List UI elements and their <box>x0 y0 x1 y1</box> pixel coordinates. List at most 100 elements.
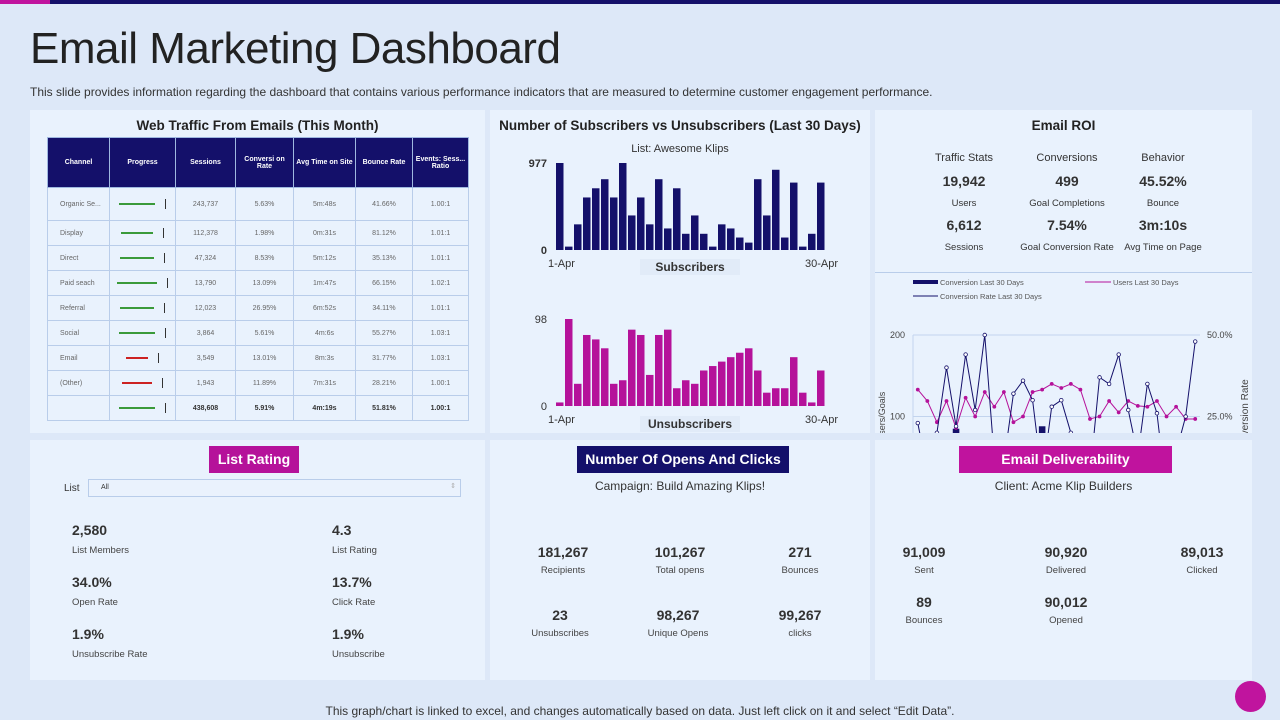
bar <box>709 366 717 406</box>
stat-value: 13.7% <box>332 574 372 590</box>
conversion-rate-point <box>1193 339 1198 344</box>
stat-item: 4.3 List Rating <box>332 522 492 556</box>
progress-bar <box>121 232 153 234</box>
progress-target-marker <box>157 353 159 363</box>
stat-value: 271 <box>788 544 812 560</box>
bar <box>763 392 771 406</box>
table-row: Direct 47,324 8.53% 5m:12s 35.13% 1.01:1 <box>47 245 469 271</box>
sessions-cell: 112,378 <box>175 220 236 246</box>
progress-bar <box>121 382 153 384</box>
y-tick: 200 <box>890 330 905 340</box>
bar <box>673 388 681 406</box>
stat-label: List Rating <box>332 545 377 556</box>
ratio-cell: 1.00:1 <box>412 395 469 421</box>
stat-value: 89,013 <box>1180 544 1224 560</box>
roi-v2: 6,612 <box>946 217 982 233</box>
roi-title: Email ROI <box>1031 118 1096 133</box>
stat-value: 98,267 <box>656 607 700 623</box>
progress-bar <box>119 332 155 334</box>
chart-title-bg <box>640 416 740 432</box>
roi-column: Conversions 499 Goal Completions 7.54% Goal … <box>1007 152 1127 253</box>
bounce-cell: 55.27% <box>355 320 413 346</box>
stat-value: 181,267 <box>537 544 589 560</box>
page-subtitle: This slide provides information regardin… <box>30 85 933 99</box>
legend-users: Users Last 30 Days <box>1113 278 1179 287</box>
progress-target-marker <box>165 328 166 338</box>
users-line <box>917 383 1196 430</box>
bar <box>772 388 780 406</box>
progress-cell <box>109 220 176 246</box>
conversion-rate-point <box>1145 381 1150 387</box>
bar <box>637 197 645 250</box>
conv-cell: 13.09% <box>235 270 294 296</box>
bar <box>808 402 816 406</box>
stat-value: 4.3 <box>332 522 352 538</box>
divider <box>875 272 1252 273</box>
users-point <box>1030 390 1035 394</box>
roi-l1: Users <box>951 198 977 209</box>
table-row: (Other) 1,943 11.89% 7m:31s 28.21% 1.00:1 <box>47 370 469 396</box>
channel-cell <box>47 395 110 421</box>
conv-cell: 5.63% <box>235 187 294 221</box>
list-label: List: Awesome Klips <box>631 143 729 155</box>
bar <box>691 383 699 406</box>
stat-value: 89 <box>916 594 932 610</box>
opens-title: Number Of Opens And Clicks <box>577 446 789 473</box>
list-select-value: All <box>101 484 109 491</box>
chart-title: Unsubscribers <box>648 417 732 431</box>
stat-item: 89 Bounces <box>869 594 979 626</box>
users-point <box>1164 414 1169 419</box>
progress-bar <box>120 257 154 259</box>
users-point <box>1011 420 1016 425</box>
users-point <box>982 390 987 394</box>
bar <box>700 233 708 250</box>
bar <box>583 334 591 406</box>
time-cell: 5m:12s <box>293 245 356 271</box>
users-point <box>1059 386 1064 390</box>
channel-cell: Paid seach <box>47 270 110 296</box>
y2-axis-label: Conversion Rate <box>1240 379 1251 433</box>
stat-label: Bounces <box>905 615 943 626</box>
bar <box>709 246 717 250</box>
stat-item: 90,012 Opened <box>1011 594 1121 626</box>
progress-target-marker <box>162 228 164 238</box>
bar <box>799 246 807 250</box>
progress-cell <box>109 395 176 421</box>
ratio-cell: 1.01:1 <box>412 295 469 321</box>
roi-column: Traffic Stats 19,942 Users 6,612 Sessions <box>904 152 1024 253</box>
conversion-rate-point <box>1020 378 1026 383</box>
stat-item: 91,009 Sent <box>869 544 979 576</box>
spinner-icon: ⇕ <box>450 483 456 490</box>
progress-target-marker <box>163 253 165 263</box>
roi-chart: Conversion Last 30 Days Users Last 30 Day… <box>877 278 1251 433</box>
roi-v1: 499 <box>1055 173 1079 189</box>
conversion-rate-point <box>1116 352 1121 357</box>
total-row: 438,608 5.91% 4m:19s 51.81% 1.00:1 <box>47 395 469 421</box>
stat-label: Unsubscribe Rate <box>72 649 148 660</box>
bar <box>610 197 618 250</box>
stat-value: 2,580 <box>72 522 108 538</box>
conv-cell: 13.01% <box>235 345 294 371</box>
bar <box>673 188 681 250</box>
legend-rate: Conversion Rate Last 30 Days <box>940 292 1042 301</box>
column-header: Events: Sess... Ratio <box>412 137 469 188</box>
conversion-rate-point <box>944 365 949 370</box>
bar <box>790 182 798 250</box>
column-header: Progress <box>109 137 176 188</box>
list-select[interactable]: All ⇕ <box>88 479 461 497</box>
sessions-cell: 3,549 <box>175 345 236 371</box>
bar <box>817 370 825 406</box>
column-header: Bounce Rate <box>355 137 413 188</box>
stat-label: Recipients <box>540 565 586 576</box>
x-tick-start: 1-Apr <box>548 414 575 426</box>
users-point <box>963 395 968 400</box>
stat-item: 13.7% Click Rate <box>332 574 492 608</box>
progress-bar <box>117 282 157 284</box>
sessions-cell: 243,737 <box>175 187 236 221</box>
y-axis-label: Users/Goals <box>877 391 887 433</box>
bar <box>727 357 735 406</box>
stat-label: Total opens <box>655 565 705 576</box>
sessions-cell: 438,608 <box>175 395 236 421</box>
stat-item: 2,580 List Members <box>72 522 232 556</box>
conversion-rate-point <box>982 332 987 338</box>
